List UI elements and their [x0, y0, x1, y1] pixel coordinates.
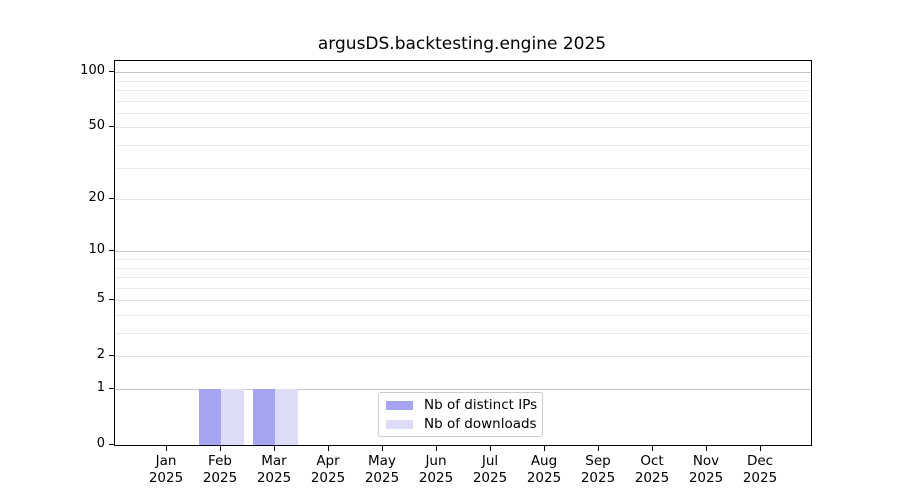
x-tick-mark [598, 446, 599, 451]
gridline-major [115, 127, 811, 128]
y-tick-label: 0 [39, 436, 105, 452]
gridline-minor [115, 268, 811, 269]
x-tick-label: Aug 2025 [514, 453, 574, 487]
x-tick-label: Sep 2025 [568, 453, 628, 487]
y-tick-mark [109, 388, 114, 389]
y-tick-mark [109, 198, 114, 199]
gridline-major [115, 356, 811, 357]
y-tick-mark [109, 126, 114, 127]
legend-item-downloads: Nb of downloads [386, 416, 534, 432]
legend-swatch-downloads [386, 420, 413, 429]
bar-nb-of-downloads-mar-2025 [275, 389, 298, 445]
chart-title: argusDS.backtesting.engine 2025 [114, 34, 810, 54]
x-tick-label: May 2025 [352, 453, 412, 487]
x-tick-label: Nov 2025 [676, 453, 736, 487]
y-tick-label: 10 [39, 242, 105, 258]
gridline-major [115, 300, 811, 301]
bar-nb-of-downloads-feb-2025 [221, 389, 244, 445]
y-tick-mark [109, 355, 114, 356]
figure: argusDS.backtesting.engine 2025 0 1 2 5 10 20… [0, 0, 900, 500]
gridline-minor [115, 259, 811, 260]
gridline-minor [115, 315, 811, 316]
gridline-minor [115, 145, 811, 146]
legend-label-distinct-ips: Nb of distinct IPs [424, 397, 537, 413]
x-tick-mark [328, 446, 329, 451]
gridline-minor [115, 277, 811, 278]
y-tick-mark [109, 250, 114, 251]
x-tick-label: Apr 2025 [298, 453, 358, 487]
gridline-minor [115, 168, 811, 169]
y-tick-mark [109, 299, 114, 300]
x-tick-label: Mar 2025 [244, 453, 304, 487]
gridline-minor [115, 288, 811, 289]
x-tick-label: Oct 2025 [622, 453, 682, 487]
y-tick-label: 1 [39, 380, 105, 396]
x-tick-mark [166, 446, 167, 451]
x-tick-mark [490, 446, 491, 451]
gridline-minor [115, 90, 811, 91]
gridline-major [115, 72, 811, 73]
x-tick-label: Feb 2025 [190, 453, 250, 487]
legend-item-distinct-ips: Nb of distinct IPs [386, 397, 534, 413]
y-tick-label: 5 [39, 291, 105, 307]
x-tick-mark [544, 446, 545, 451]
x-tick-mark [274, 446, 275, 451]
x-tick-label: Dec 2025 [730, 453, 790, 487]
x-tick-mark [382, 446, 383, 451]
legend-swatch-distinct-ips [386, 401, 413, 410]
y-tick-mark [109, 444, 114, 445]
x-tick-mark [760, 446, 761, 451]
legend-label-downloads: Nb of downloads [424, 416, 537, 432]
bar-nb-of-distinct-ips-mar-2025 [253, 389, 276, 445]
x-tick-mark [652, 446, 653, 451]
gridline-minor [115, 113, 811, 114]
gridline-major [115, 251, 811, 252]
gridline-minor [115, 333, 811, 334]
y-tick-label: 2 [39, 347, 105, 363]
x-tick-label: Jan 2025 [136, 453, 196, 487]
y-tick-label: 20 [39, 190, 105, 206]
x-tick-mark [436, 446, 437, 451]
x-tick-label: Jul 2025 [460, 453, 520, 487]
gridline-minor [115, 101, 811, 102]
gridline-major [115, 199, 811, 200]
x-tick-label: Jun 2025 [406, 453, 466, 487]
plot-area [114, 60, 812, 446]
bar-nb-of-distinct-ips-feb-2025 [199, 389, 222, 445]
gridline-minor [115, 81, 811, 82]
y-tick-label: 50 [39, 118, 105, 134]
x-tick-mark [220, 446, 221, 451]
x-tick-mark [706, 446, 707, 451]
y-tick-mark [109, 71, 114, 72]
legend: Nb of distinct IPs Nb of downloads [378, 392, 543, 437]
y-tick-label: 100 [39, 63, 105, 79]
